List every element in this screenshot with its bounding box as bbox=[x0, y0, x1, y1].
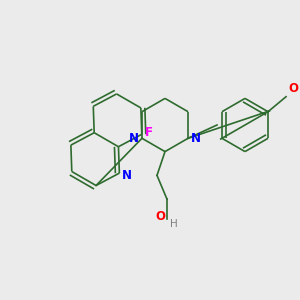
Text: F: F bbox=[145, 126, 153, 139]
Text: O: O bbox=[288, 82, 298, 95]
Text: N: N bbox=[191, 132, 201, 145]
Text: H: H bbox=[170, 219, 178, 229]
Text: N: N bbox=[122, 169, 132, 182]
Text: O: O bbox=[155, 210, 165, 223]
Text: N: N bbox=[129, 132, 139, 145]
